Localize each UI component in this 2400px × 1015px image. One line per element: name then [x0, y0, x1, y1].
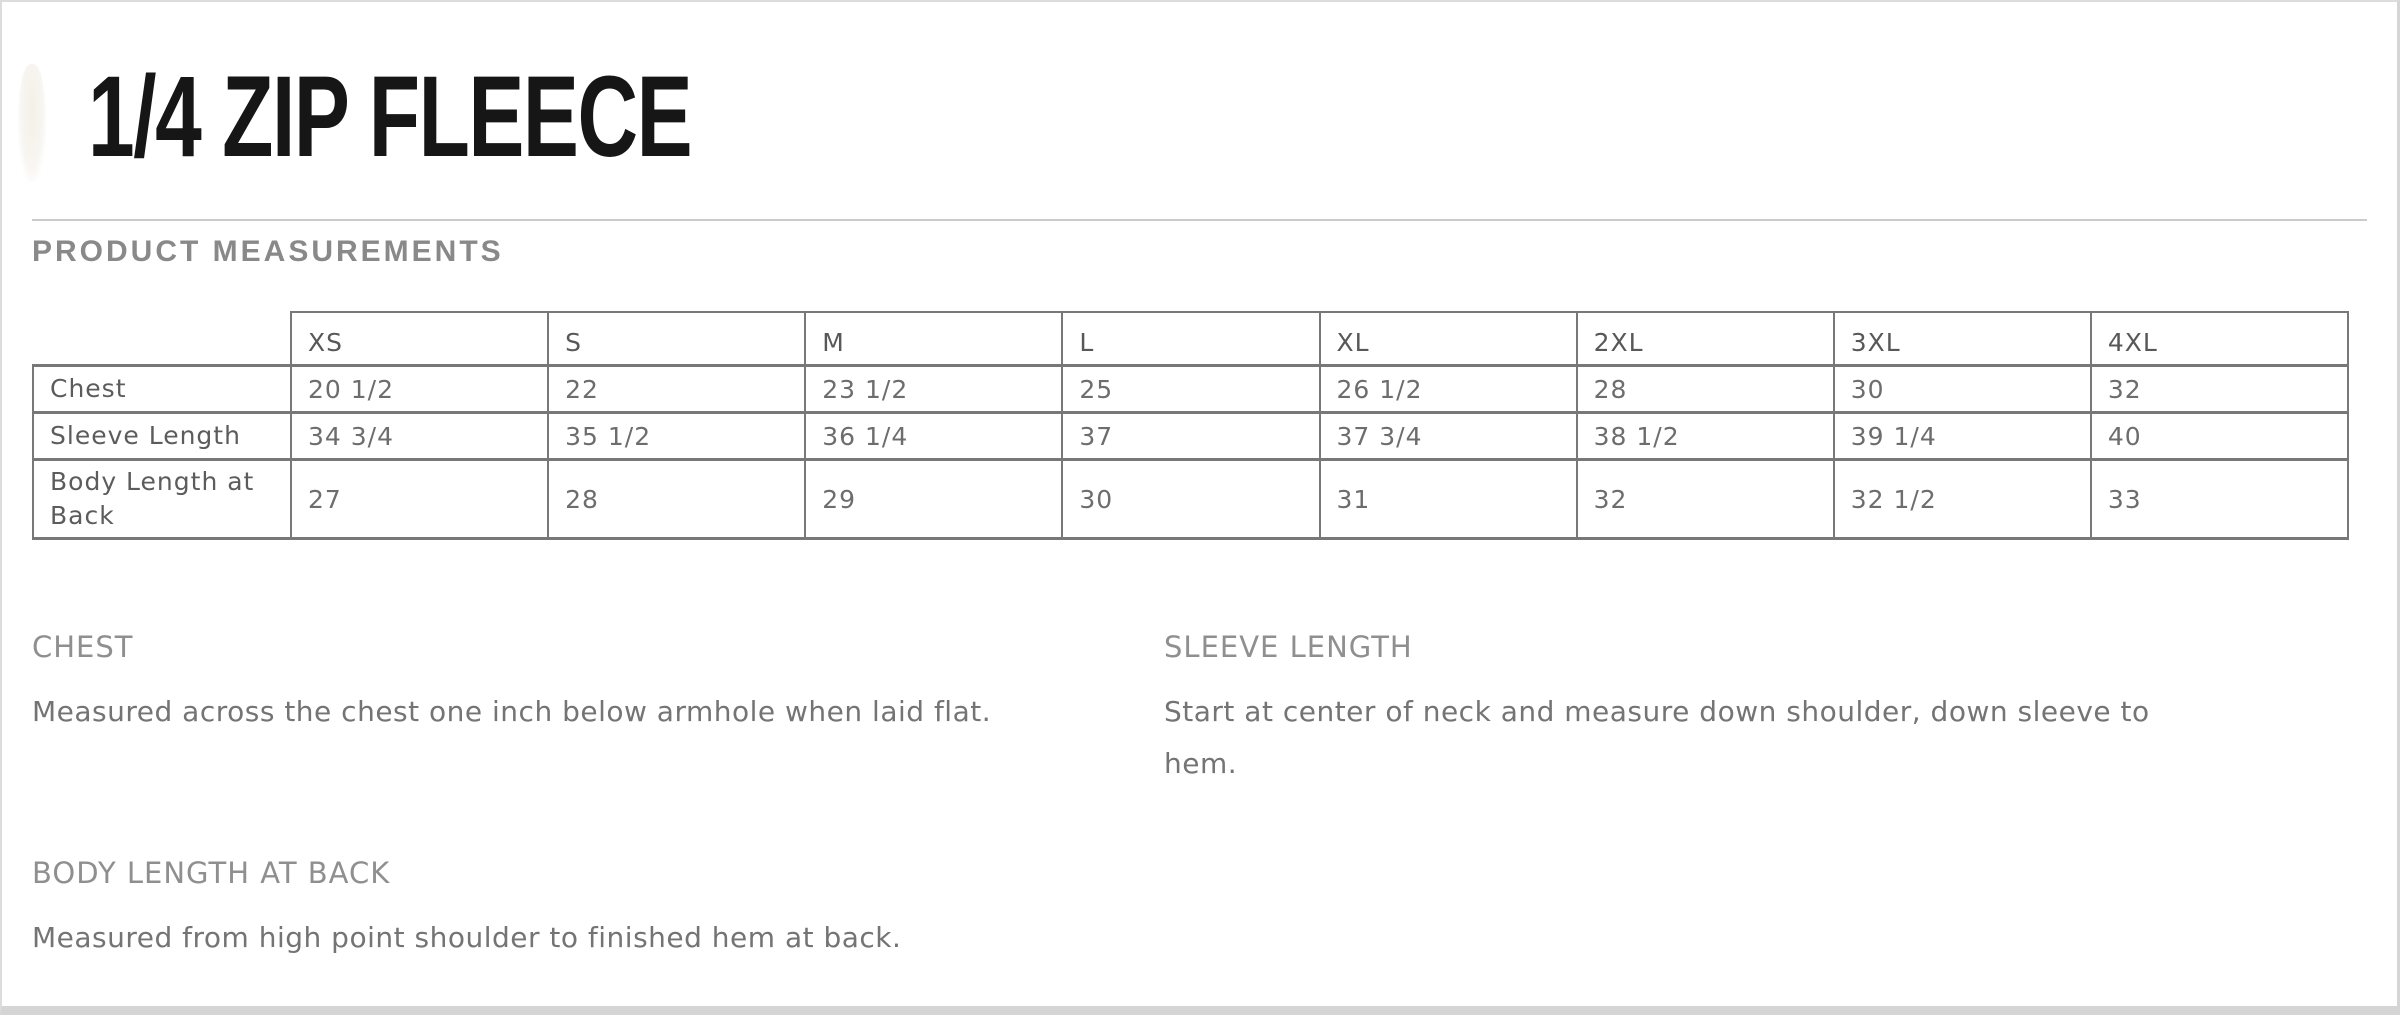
body-length-value-3xl: 32 1/2 [1832, 458, 2092, 540]
table-row-chest: Chest 20 1/2 22 23 1/2 25 26 1/2 28 30 3… [32, 364, 2350, 414]
definition-text-sleeve-length: Start at center of neck and measure down… [1164, 695, 2150, 780]
definition-heading-chest: CHEST [32, 630, 134, 664]
row-label-chest: Chest [32, 364, 292, 414]
chest-value-xs: 20 1/2 [289, 364, 550, 414]
definitions-row-1: CHEST Measured across the chest one inch… [32, 630, 2367, 790]
size-chart-corner-cell [33, 312, 291, 366]
page-title: 1/4 ZIP FLEECE [88, 60, 2367, 175]
sleeve-value-4xl: 40 [2089, 411, 2350, 461]
sleeve-value-xs: 34 3/4 [289, 411, 550, 461]
size-col-header-s: S [547, 311, 807, 367]
chest-value-3xl: 30 [1832, 364, 2092, 414]
row-label-body-length-at-back: Body Length at Back [32, 458, 292, 540]
body-length-value-xl: 31 [1318, 458, 1578, 540]
measurement-definitions: CHEST Measured across the chest one inch… [32, 630, 2367, 964]
divider-line [32, 219, 2367, 221]
chest-value-2xl: 28 [1575, 364, 1835, 414]
page-title-text: 1/4 ZIP FLEECE [88, 53, 693, 181]
chest-value-m: 23 1/2 [804, 364, 1064, 414]
chest-value-l: 25 [1061, 364, 1321, 414]
size-col-header-2xl: 2XL [1575, 311, 1835, 367]
row-label-sleeve-length: Sleeve Length [32, 411, 292, 461]
chest-value-4xl: 32 [2089, 364, 2350, 414]
size-col-header-xl: XL [1318, 311, 1578, 367]
sleeve-value-l: 37 [1061, 411, 1321, 461]
size-col-header-3xl: 3XL [1832, 311, 2092, 367]
body-length-value-m: 29 [804, 458, 1064, 540]
table-row-sleeve-length: Sleeve Length 34 3/4 35 1/2 36 1/4 37 37… [32, 411, 2350, 461]
definition-heading-sleeve-length: SLEEVE LENGTH [1164, 630, 1413, 664]
body-length-value-xs: 27 [289, 458, 550, 540]
body-length-value-s: 28 [547, 458, 807, 540]
body-length-value-l: 30 [1061, 458, 1321, 540]
size-col-header-4xl: 4XL [2089, 311, 2350, 367]
sleeve-value-s: 35 1/2 [547, 411, 807, 461]
body-length-value-4xl: 33 [2089, 458, 2350, 540]
definition-heading-body-length-at-back: BODY LENGTH AT BACK [32, 856, 391, 890]
definitions-row-2: BODY LENGTH AT BACK Measured from high p… [32, 856, 2367, 964]
chest-value-s: 22 [547, 364, 807, 414]
sleeve-value-m: 36 1/4 [804, 411, 1064, 461]
size-col-header-xs: XS [289, 311, 550, 367]
section-heading: PRODUCT MEASUREMENTS [32, 235, 504, 268]
chest-value-xl: 26 1/2 [1318, 364, 1578, 414]
size-col-header-l: L [1061, 311, 1321, 367]
sleeve-value-xl: 37 3/4 [1318, 411, 1578, 461]
size-chart-header-row: XS S M L XL 2XL 3XL 4XL [33, 311, 2350, 367]
definition-text-chest: Measured across the chest one inch below… [32, 695, 992, 728]
definition-sleeve-length: SLEEVE LENGTH Start at center of neck an… [1164, 630, 2367, 790]
sleeve-value-3xl: 39 1/4 [1832, 411, 2092, 461]
table-row-body-length-at-back: Body Length at Back 27 28 29 30 31 32 32… [32, 458, 2350, 540]
size-col-header-m: M [804, 311, 1064, 367]
definition-body-length-at-back: BODY LENGTH AT BACK Measured from high p… [32, 856, 1164, 964]
sleeve-value-2xl: 38 1/2 [1575, 411, 1835, 461]
definition-text-body-length-at-back: Measured from high point shoulder to fin… [32, 921, 902, 954]
size-chart-table: XS S M L XL 2XL 3XL 4XL Chest 20 1/2 22 … [32, 311, 2350, 540]
body-length-value-2xl: 32 [1575, 458, 1835, 540]
definition-chest: CHEST Measured across the chest one inch… [32, 630, 1164, 790]
page-content: 1/4 ZIP FLEECE PRODUCT MEASUREMENTS XS S… [2, 60, 2397, 964]
